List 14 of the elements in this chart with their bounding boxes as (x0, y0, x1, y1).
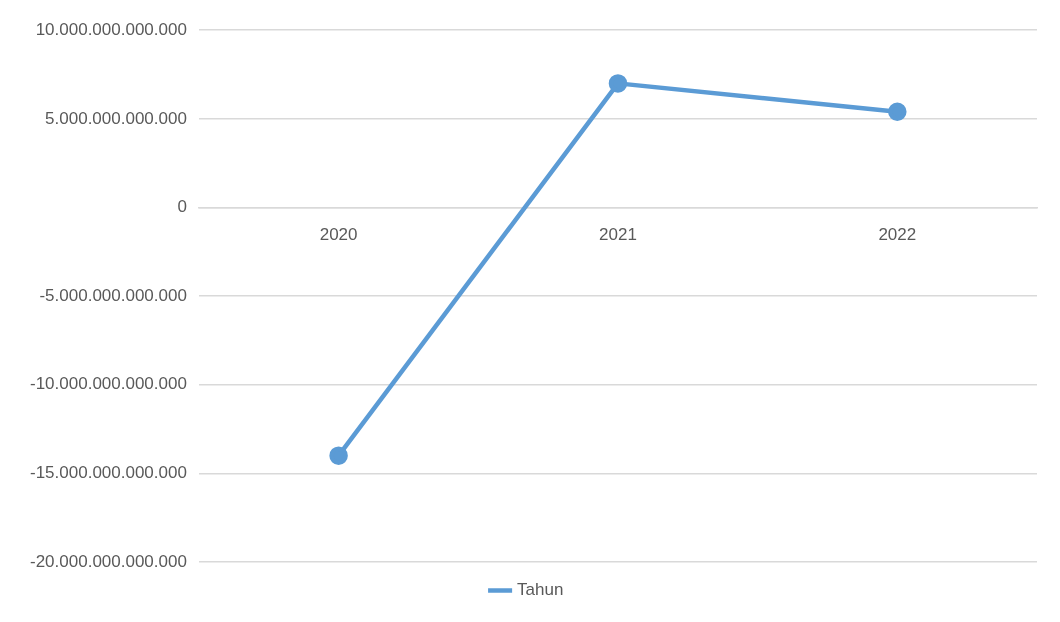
legend-label: Tahun (517, 580, 564, 600)
point (329, 446, 348, 465)
x-tick-label: 2021 (599, 225, 637, 245)
point (608, 74, 628, 93)
y-tick-label: -20.000.000.000.000 (30, 551, 187, 571)
y-tick-label: -5.000.000.000.000 (39, 285, 187, 305)
y-tick-label: 0 (177, 197, 187, 217)
y-tick-label: 5.000.000.000.000 (45, 108, 187, 128)
y-tick-label: 10.000.000.000.000 (35, 19, 187, 39)
x-tick-label: 2020 (319, 225, 358, 245)
y-tick-label: -15.000.000.000.000 (30, 463, 187, 483)
point (888, 102, 907, 121)
y-tick-label: -10.000.000.000.000 (30, 374, 187, 394)
x-tick-label: 2022 (878, 225, 917, 245)
